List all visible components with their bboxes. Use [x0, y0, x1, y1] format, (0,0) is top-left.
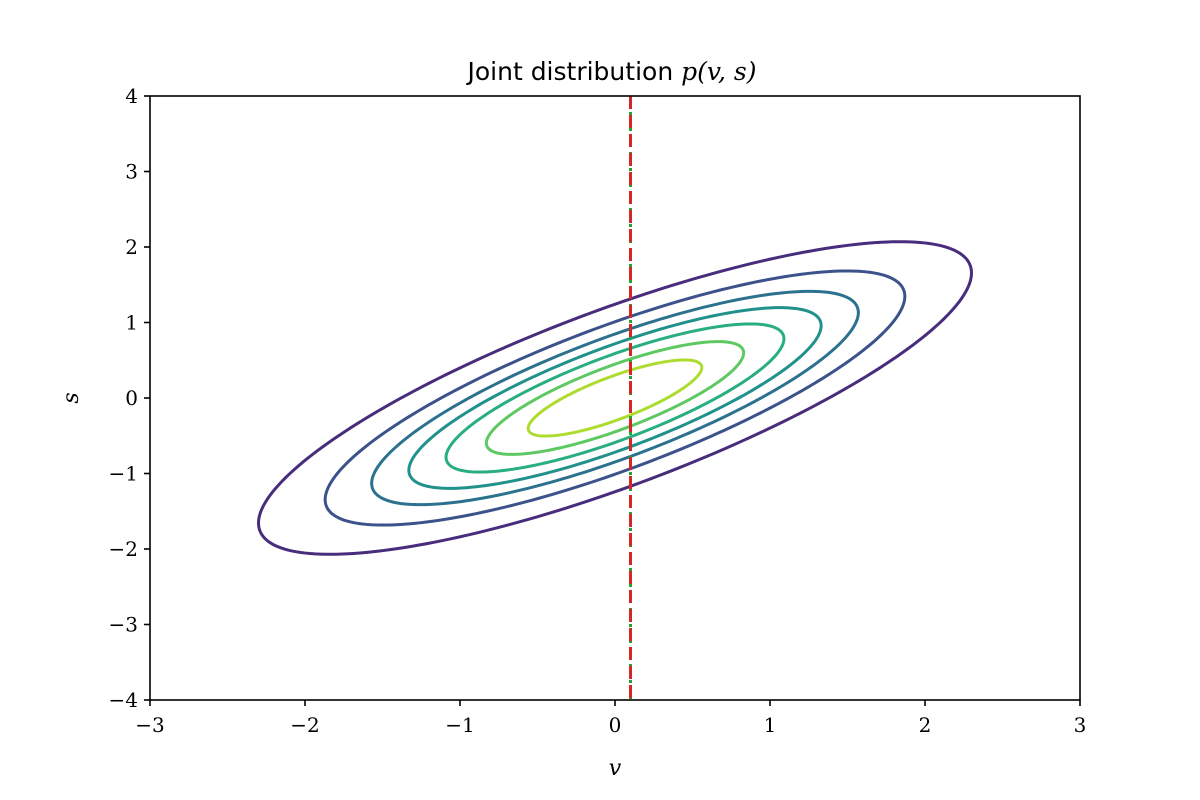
x-axis-label: v	[609, 756, 622, 781]
x-tick-label: 0	[609, 713, 622, 737]
y-tick-label: −3	[109, 613, 138, 637]
y-axis-label: s	[59, 392, 84, 403]
contour-level-1	[257, 240, 973, 556]
x-tick-label: −3	[135, 713, 164, 737]
contour-level-5	[444, 322, 786, 474]
contour-level-3	[370, 289, 860, 507]
y-tick-label: 1	[125, 311, 138, 335]
y-tick-label: −1	[109, 462, 138, 486]
x-tick-label: 1	[764, 713, 777, 737]
x-tick-label: 2	[919, 713, 932, 737]
chart-title: Joint distribution p(v, s)	[465, 57, 756, 86]
y-tick-label: −4	[109, 688, 138, 712]
x-tick-label: −1	[445, 713, 474, 737]
y-tick-label: 2	[125, 235, 138, 259]
y-tick-label: −2	[109, 537, 138, 561]
y-tick-label: 0	[125, 386, 138, 410]
x-tick-label: −2	[290, 713, 319, 737]
y-tick-label: 3	[125, 160, 138, 184]
contour-level-6	[484, 340, 746, 456]
contour-level-2	[323, 269, 907, 527]
contour-level-7	[526, 358, 704, 438]
contour-layer	[257, 240, 973, 556]
x-tick-label: 3	[1074, 713, 1087, 737]
y-tick-label: 4	[125, 84, 138, 108]
contour-level-4	[407, 306, 823, 490]
